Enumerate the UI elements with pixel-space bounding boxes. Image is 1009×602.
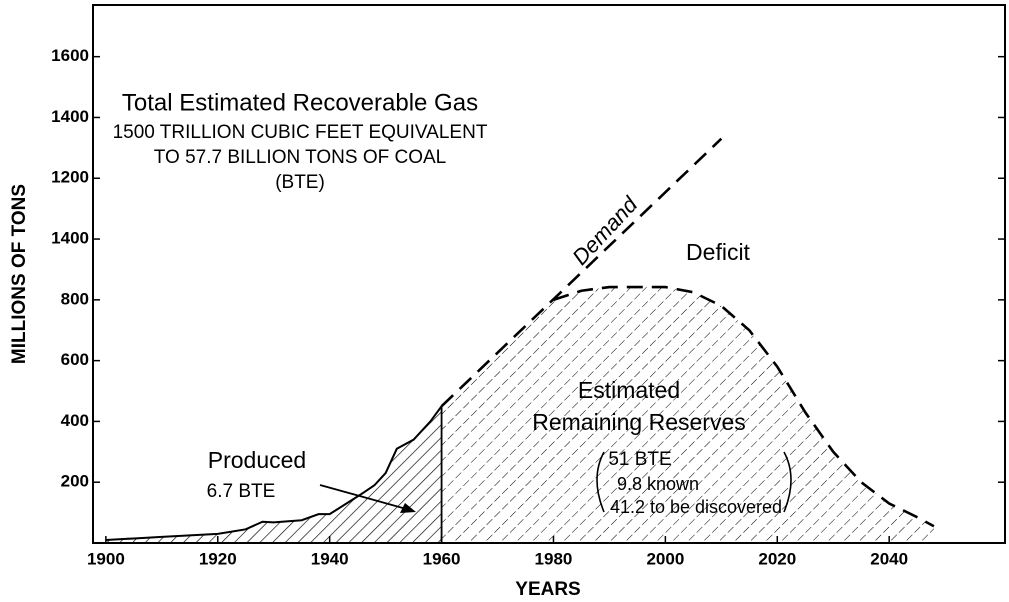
x-tick-label: 2000	[646, 549, 684, 568]
produced-area	[105, 406, 442, 543]
y-axis-label: MILLIONS OF TONS	[9, 184, 30, 364]
x-tick-label: 2020	[758, 549, 796, 568]
series-label: Produced	[208, 447, 306, 473]
y-tick-label: 800	[61, 289, 89, 308]
y-tick-label: 600	[61, 350, 89, 369]
x-tick-label: 1960	[423, 549, 461, 568]
x-tick-label: 1920	[199, 549, 237, 568]
y-tick-label: 1600	[51, 46, 89, 65]
x-axis-label: YEARS	[515, 579, 580, 600]
annotation: 9.8 known	[617, 474, 699, 494]
x-tick-label: 2040	[870, 549, 908, 568]
y-tick-label: 1400	[51, 107, 89, 126]
annotation: Remaining Reserves	[532, 409, 745, 435]
reserves-area	[441, 287, 934, 543]
chart-title: Total Estimated Recoverable Gas	[122, 89, 478, 116]
annotation: 6.7 BTE	[207, 481, 276, 502]
subtitle: 1500 TRILLION CUBIC FEET EQUIVALENT	[113, 122, 488, 143]
subtitle: (BTE)	[275, 172, 325, 193]
x-tick-label: 1900	[87, 549, 125, 568]
y-tick-label: 400	[61, 411, 89, 430]
series-line	[553, 285, 935, 528]
x-tick-label: 1940	[311, 549, 349, 568]
annotation: Deficit	[686, 239, 751, 265]
x-tick-label: 1980	[535, 549, 573, 568]
series-line	[440, 137, 723, 408]
subtitle: TO 57.7 BILLION TONS OF COAL	[154, 147, 447, 168]
y-tick-label: 1200	[51, 168, 89, 187]
y-tick-label: 1400	[51, 229, 89, 248]
y-tick-label: 200	[61, 472, 89, 491]
annotation: Estimated	[578, 377, 680, 403]
annotation: 41.2 to be discovered	[610, 497, 782, 517]
series-label: Demand	[567, 191, 643, 269]
series-line	[105, 405, 443, 541]
annotation: 51 BTE	[608, 449, 671, 470]
